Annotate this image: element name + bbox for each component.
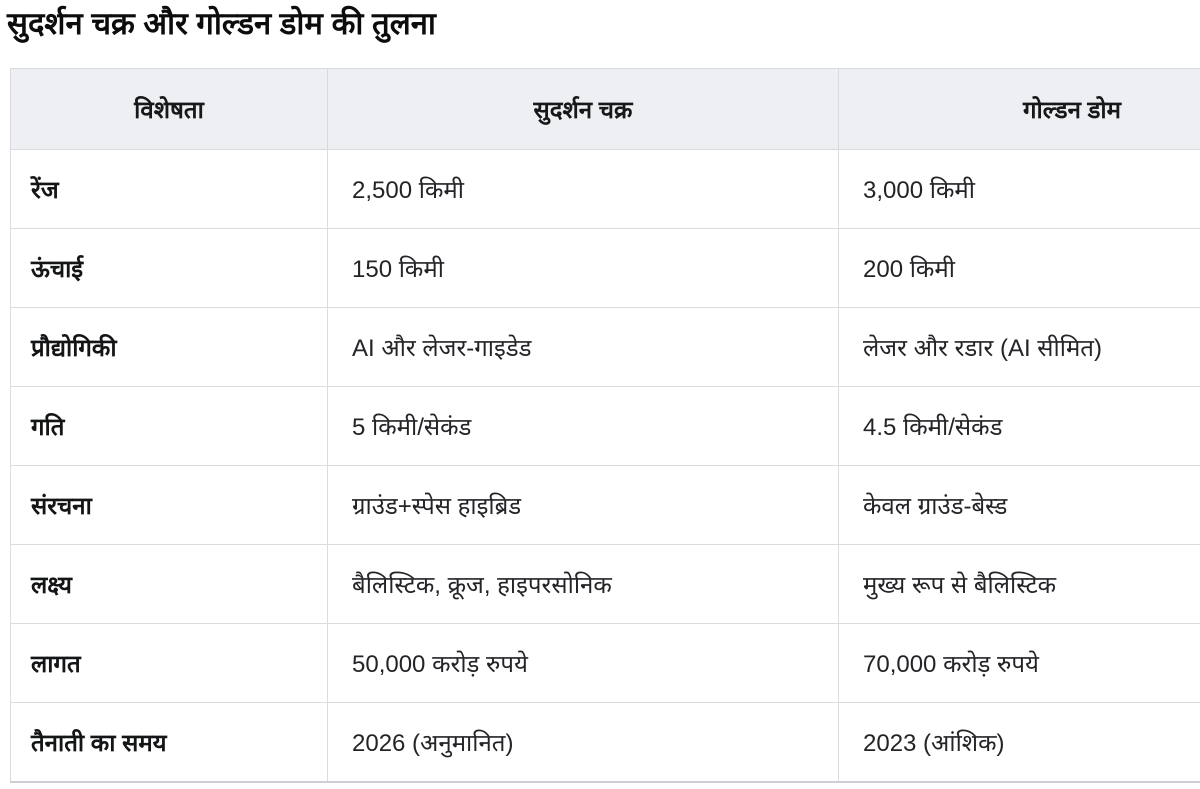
sudarshan-value-cell: 2026 (अनुमानित) bbox=[328, 703, 839, 783]
table-row-targets: लक्ष्य बैलिस्टिक, क्रूज, हाइपरसोनिक मुख्… bbox=[11, 545, 1200, 624]
sudarshan-value-cell: 50,000 करोड़ रुपये bbox=[328, 624, 839, 703]
table-row-speed: गति 5 किमी/सेकंड 4.5 किमी/सेकंड bbox=[11, 387, 1200, 466]
table-row-height: ऊंचाई 150 किमी 200 किमी bbox=[11, 229, 1200, 308]
feature-cell: ऊंचाई bbox=[11, 229, 328, 308]
table-row-cost: लागत 50,000 करोड़ रुपये 70,000 करोड़ रुप… bbox=[11, 624, 1200, 703]
golden-value-cell: 2023 (आंशिक) bbox=[839, 703, 1200, 783]
column-header-feature: विशेषता bbox=[11, 69, 328, 150]
sudarshan-value-cell: 5 किमी/सेकंड bbox=[328, 387, 839, 466]
sudarshan-value-cell: AI और लेजर-गाइडेड bbox=[328, 308, 839, 387]
table-row-technology: प्रौद्योगिकी AI और लेजर-गाइडेड लेजर और र… bbox=[11, 308, 1200, 387]
feature-cell: संरचना bbox=[11, 466, 328, 545]
golden-value-cell: केवल ग्राउंड-बेस्ड bbox=[839, 466, 1200, 545]
comparison-table: विशेषता सुदर्शन चक्र गोल्डन डोम रेंज 2,5… bbox=[10, 68, 1200, 783]
sudarshan-value-cell: ग्राउंड+स्पेस हाइब्रिड bbox=[328, 466, 839, 545]
table-row-deployment-time: तैनाती का समय 2026 (अनुमानित) 2023 (आंशि… bbox=[11, 703, 1200, 783]
golden-value-cell: 70,000 करोड़ रुपये bbox=[839, 624, 1200, 703]
table-row-structure: संरचना ग्राउंड+स्पेस हाइब्रिड केवल ग्राउ… bbox=[11, 466, 1200, 545]
page-title: सुदर्शन चक्र और गोल्डन डोम की तुलना bbox=[7, 2, 1200, 47]
golden-value-cell: 4.5 किमी/सेकंड bbox=[839, 387, 1200, 466]
feature-cell: प्रौद्योगिकी bbox=[11, 308, 328, 387]
feature-cell: रेंज bbox=[11, 150, 328, 229]
column-header-golden-dome: गोल्डन डोम bbox=[839, 69, 1200, 150]
table-header-row: विशेषता सुदर्शन चक्र गोल्डन डोम bbox=[11, 69, 1200, 150]
golden-value-cell: मुख्य रूप से बैलिस्टिक bbox=[839, 545, 1200, 624]
feature-cell: गति bbox=[11, 387, 328, 466]
table-row-range: रेंज 2,500 किमी 3,000 किमी bbox=[11, 150, 1200, 229]
feature-cell: लक्ष्य bbox=[11, 545, 328, 624]
feature-cell: तैनाती का समय bbox=[11, 703, 328, 783]
sudarshan-value-cell: 150 किमी bbox=[328, 229, 839, 308]
golden-value-cell: 200 किमी bbox=[839, 229, 1200, 308]
sudarshan-value-cell: बैलिस्टिक, क्रूज, हाइपरसोनिक bbox=[328, 545, 839, 624]
column-header-sudarshan-chakra: सुदर्शन चक्र bbox=[328, 69, 839, 150]
golden-value-cell: 3,000 किमी bbox=[839, 150, 1200, 229]
feature-cell: लागत bbox=[11, 624, 328, 703]
golden-value-cell: लेजर और रडार (AI सीमित) bbox=[839, 308, 1200, 387]
sudarshan-value-cell: 2,500 किमी bbox=[328, 150, 839, 229]
